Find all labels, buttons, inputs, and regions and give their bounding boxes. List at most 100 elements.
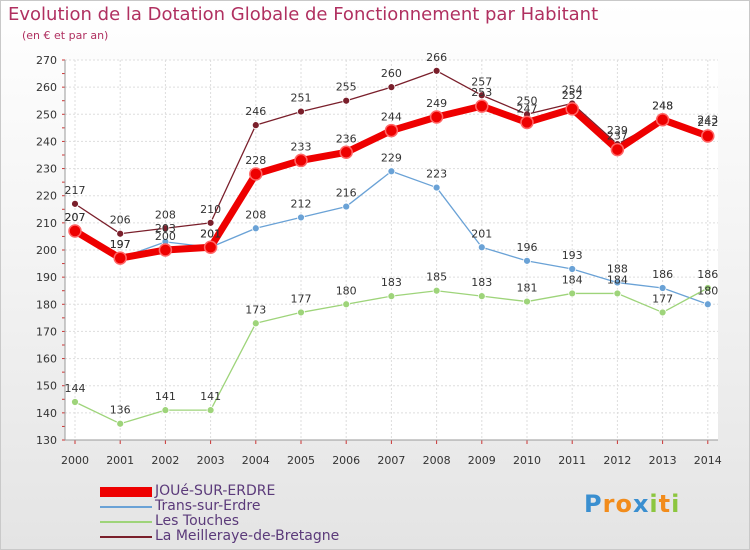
data-label-les-touches: 141 — [155, 390, 176, 403]
x-tick-label: 2007 — [377, 454, 405, 467]
y-tick-label: 140 — [36, 407, 57, 420]
y-tick-label: 270 — [36, 54, 57, 67]
data-label-trans-sur-erdre: 223 — [426, 168, 447, 181]
data-point-la-meilleraye-de-bretagne — [251, 121, 260, 130]
x-tick-label: 2014 — [694, 454, 722, 467]
data-label-les-touches: 136 — [110, 404, 131, 417]
data-point-jou-sur-erdre — [384, 123, 399, 138]
data-point-les-touches — [116, 419, 125, 428]
data-label-la-meilleraye-de-bretagne: 248 — [652, 100, 673, 113]
data-point-la-meilleraye-de-bretagne — [161, 224, 170, 233]
data-point-la-meilleraye-de-bretagne — [387, 83, 396, 92]
data-point-jou-sur-erdre — [429, 110, 444, 124]
data-label-les-touches: 180 — [336, 284, 357, 297]
data-point-jou-sur-erdre — [113, 251, 127, 265]
data-point-trans-sur-erdre — [297, 213, 305, 222]
data-label-les-touches: 173 — [245, 303, 266, 316]
data-label-trans-sur-erdre: 193 — [562, 249, 583, 262]
data-label-trans-sur-erdre: 196 — [517, 241, 538, 254]
data-label-trans-sur-erdre: 180 — [697, 284, 718, 297]
data-label-jou-sur-erdre: 249 — [426, 97, 447, 110]
data-label-trans-sur-erdre: 212 — [291, 197, 312, 210]
data-point-trans-sur-erdre — [387, 167, 396, 176]
data-label-trans-sur-erdre: 186 — [652, 268, 673, 281]
x-tick-label: 2004 — [242, 454, 270, 467]
data-point-jou-sur-erdre — [68, 224, 82, 238]
y-tick-label: 130 — [36, 434, 57, 447]
data-label-jou-sur-erdre: 200 — [155, 230, 176, 243]
data-point-trans-sur-erdre — [432, 183, 441, 192]
data-label-la-meilleraye-de-bretagne: 254 — [562, 83, 583, 96]
data-point-trans-sur-erdre — [342, 202, 351, 211]
data-point-la-meilleraye-de-bretagne — [432, 66, 441, 75]
data-label-jou-sur-erdre: 207 — [65, 211, 86, 224]
data-point-jou-sur-erdre — [520, 115, 534, 130]
data-label-les-touches: 183 — [471, 276, 492, 289]
data-label-la-meilleraye-de-bretagne: 217 — [65, 184, 86, 197]
data-label-trans-sur-erdre: 229 — [381, 151, 402, 164]
data-point-trans-sur-erdre — [523, 256, 531, 265]
data-point-jou-sur-erdre — [339, 145, 353, 160]
logo-letter: x — [632, 490, 650, 518]
data-label-trans-sur-erdre: 208 — [245, 208, 266, 221]
data-label-la-meilleraye-de-bretagne: 251 — [291, 92, 312, 105]
data-label-les-touches: 177 — [652, 292, 673, 305]
y-tick-label: 250 — [36, 108, 57, 121]
data-label-jou-sur-erdre: 253 — [471, 86, 492, 99]
y-tick-label: 220 — [36, 190, 57, 203]
logo-letter: i — [649, 490, 659, 518]
y-tick-label: 160 — [36, 353, 57, 366]
data-label-les-touches: 144 — [65, 382, 86, 395]
x-tick-label: 2002 — [151, 454, 179, 467]
data-label-la-meilleraye-de-bretagne: 210 — [200, 203, 221, 216]
data-point-la-meilleraye-de-bretagne — [342, 96, 351, 105]
data-label-jou-sur-erdre: 237 — [607, 130, 628, 143]
x-tick-label: 2011 — [558, 454, 586, 467]
data-point-trans-sur-erdre — [658, 284, 667, 292]
legend-swatch — [100, 521, 152, 523]
data-label-la-meilleraye-de-bretagne: 246 — [245, 105, 266, 118]
data-point-trans-sur-erdre — [251, 224, 260, 233]
data-point-les-touches — [477, 292, 486, 301]
data-label-la-meilleraye-de-bretagne: 243 — [697, 113, 718, 126]
data-label-trans-sur-erdre: 201 — [200, 227, 221, 240]
data-label-jou-sur-erdre: 244 — [381, 111, 402, 124]
data-point-trans-sur-erdre — [568, 265, 577, 273]
data-point-les-touches — [161, 406, 170, 415]
legend-label: Les Touches — [155, 513, 239, 529]
y-tick-label: 200 — [36, 244, 57, 257]
data-point-jou-sur-erdre — [294, 153, 308, 168]
data-point-les-touches — [613, 289, 622, 298]
chart-title: Evolution de la Dotation Globale de Fonc… — [8, 4, 599, 25]
data-point-les-touches — [432, 286, 441, 295]
data-point-la-meilleraye-de-bretagne — [477, 91, 486, 100]
data-point-la-meilleraye-de-bretagne — [71, 199, 79, 208]
data-label-jou-sur-erdre: 252 — [562, 89, 583, 102]
data-point-jou-sur-erdre — [203, 240, 218, 255]
y-tick-label: 230 — [36, 163, 57, 176]
data-label-jou-sur-erdre: 197 — [110, 238, 131, 251]
data-point-les-touches — [342, 300, 351, 309]
data-point-jou-sur-erdre — [249, 167, 263, 181]
data-label-les-touches: 181 — [517, 282, 538, 295]
logo-letter: P — [584, 490, 603, 518]
data-label-la-meilleraye-de-bretagne: 239 — [607, 124, 628, 137]
logo-letter: r — [602, 490, 616, 518]
data-label-jou-sur-erdre: 242 — [697, 116, 718, 129]
data-point-les-touches — [658, 308, 667, 317]
data-label-trans-sur-erdre: 197 — [110, 238, 131, 251]
legend-label: La Meilleraye-de-Bretagne — [155, 528, 340, 544]
legend-swatch — [100, 487, 152, 497]
legend-label: Trans-sur-Erdre — [155, 498, 261, 514]
data-label-la-meilleraye-de-bretagne: 208 — [155, 208, 176, 221]
data-label-la-meilleraye-de-bretagne: 206 — [110, 214, 131, 227]
y-tick-label: 240 — [36, 135, 57, 148]
y-tick-label: 190 — [36, 271, 57, 284]
data-point-les-touches — [703, 284, 712, 292]
x-tick-label: 2000 — [61, 454, 89, 467]
data-point-jou-sur-erdre — [655, 112, 670, 127]
x-tick-label: 2008 — [423, 454, 451, 467]
data-point-jou-sur-erdre — [475, 99, 489, 113]
